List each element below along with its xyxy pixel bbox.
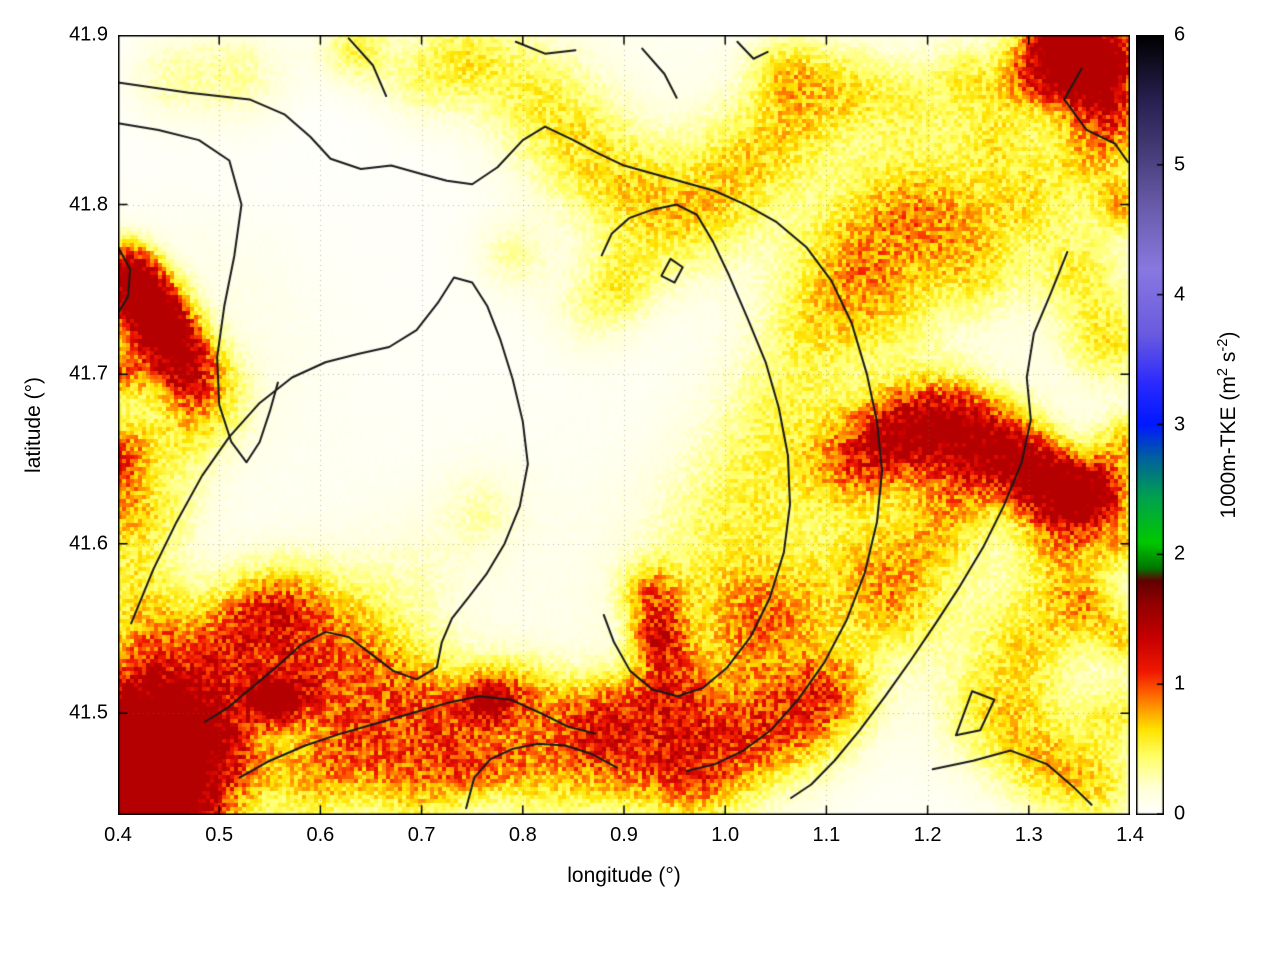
colorbar-tick-label: 3 — [1174, 413, 1186, 435]
colorbar-label-sup-m2: 2 — [1215, 367, 1231, 377]
colorbar-tick-label: 2 — [1174, 542, 1186, 565]
x-tick-label: 0.8 — [508, 824, 537, 846]
x-axis-label: longitude (°) — [567, 864, 681, 887]
colorbar-label-post: ) — [1217, 331, 1240, 339]
colorbar-label: 1000m-TKE (m2 s-2) — [1215, 332, 1241, 519]
colorbar-tick-label: 1 — [1174, 672, 1186, 695]
x-tick-label: 1.4 — [1116, 824, 1144, 846]
y-tick-label: 41.6 — [69, 532, 108, 555]
colorbar-canvas — [1136, 35, 1164, 815]
colorbar-label-sup-s2: -2 — [1215, 338, 1231, 352]
x-tick-label: 0.9 — [610, 824, 638, 846]
colorbar-tick-label: 5 — [1174, 153, 1186, 176]
y-tick-label: 41.9 — [69, 23, 108, 46]
colorbar-tick-label: 6 — [1174, 23, 1186, 46]
x-tick-label: 1.1 — [812, 824, 841, 846]
x-tick-label: 0.4 — [104, 824, 132, 846]
x-tick-label: 0.6 — [306, 824, 335, 846]
colorbar-tick-label: 4 — [1174, 283, 1186, 306]
heatmap-canvas — [118, 35, 1130, 815]
x-tick-label: 0.7 — [407, 824, 436, 846]
colorbar-label-mid: s — [1217, 351, 1240, 368]
x-tick-label: 1.3 — [1014, 824, 1043, 846]
y-tick-label: 41.7 — [69, 362, 108, 385]
x-tick-label: 1.0 — [711, 824, 740, 846]
x-tick-label: 0.5 — [205, 824, 234, 846]
y-axis-label: latitude (°) — [22, 377, 45, 473]
colorbar-tick-label: 0 — [1174, 802, 1186, 825]
colorbar-label-text: 1000m-TKE (m — [1217, 376, 1240, 519]
y-tick-label: 41.8 — [69, 193, 108, 216]
y-tick-label: 41.5 — [69, 701, 108, 724]
x-tick-label: 1.2 — [913, 824, 942, 846]
